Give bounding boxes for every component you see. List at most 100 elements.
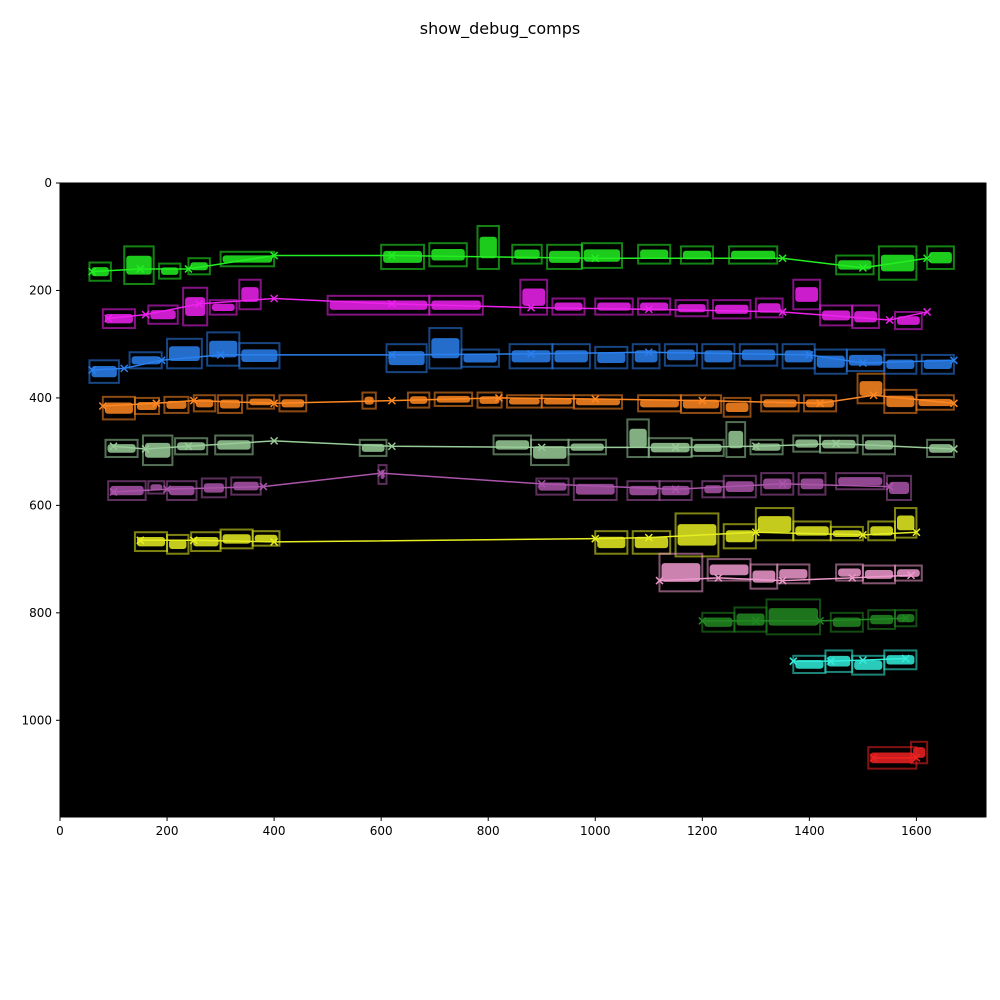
vertex-marker	[136, 536, 145, 545]
x-tick-label: 1400	[794, 824, 825, 838]
component-blob	[597, 352, 626, 363]
component-box	[701, 343, 736, 370]
component-box	[765, 598, 822, 636]
text-line-11	[867, 740, 929, 770]
component-blob	[661, 485, 690, 496]
component-blob	[554, 302, 583, 311]
vertex-marker	[189, 396, 198, 405]
component-blob	[533, 446, 567, 459]
component-box	[174, 437, 209, 456]
component-blob	[554, 350, 588, 363]
component-blob	[795, 660, 824, 669]
component-box	[637, 243, 672, 265]
text-line-4	[98, 372, 958, 421]
component-blob	[126, 255, 152, 275]
component-blob	[508, 398, 540, 405]
component-blob	[736, 613, 765, 626]
component-box	[428, 242, 468, 268]
component-blob	[634, 536, 669, 549]
component-blob	[929, 252, 952, 264]
vertex-marker	[826, 657, 835, 666]
component-box	[792, 278, 822, 311]
x-tick-label: 1000	[580, 824, 611, 838]
component-box	[754, 297, 784, 319]
vertex-marker	[655, 576, 664, 585]
vertex-marker	[816, 616, 825, 625]
vertex-marker	[778, 576, 787, 585]
line-path	[113, 472, 890, 493]
line-path	[108, 297, 928, 321]
vertex-marker	[377, 469, 386, 478]
component-blob	[725, 402, 749, 413]
y-tick-label: 400	[29, 391, 52, 405]
component-box	[428, 327, 463, 370]
component-blob	[431, 248, 465, 261]
component-blob	[682, 250, 712, 260]
vertex-marker	[869, 391, 878, 400]
component-blob	[728, 430, 744, 449]
component-blob	[511, 350, 551, 363]
vertex-marker	[885, 482, 894, 491]
component-box	[674, 512, 720, 558]
component-blob	[543, 398, 572, 405]
vertex-marker	[778, 307, 787, 316]
component-blob	[741, 349, 776, 361]
component-blob	[640, 249, 669, 259]
component-box	[101, 308, 136, 330]
vertex-marker	[270, 436, 279, 445]
vertex-marker	[698, 616, 707, 625]
component-blob	[888, 481, 910, 494]
component-blob	[463, 353, 497, 363]
axes-layer: 0 200 400 600 800 1000 1200 1400 1600 0 200 400 600 8…	[21, 176, 931, 838]
vertex-marker	[805, 350, 814, 359]
x-tick-label: 800	[477, 824, 500, 838]
component-box	[594, 530, 629, 555]
line-path	[702, 617, 906, 622]
component-blob	[784, 350, 813, 363]
component-box	[572, 394, 624, 410]
vertex-marker	[671, 443, 680, 452]
component-blob	[693, 443, 722, 452]
component-blob	[757, 516, 792, 533]
component-blob	[136, 536, 166, 547]
line-path	[793, 657, 906, 662]
vertex-marker	[698, 396, 707, 405]
component-blob	[715, 304, 749, 314]
vertex-marker	[912, 753, 921, 762]
vertex-marker	[157, 356, 166, 365]
line-path	[140, 531, 917, 543]
vertex-marker	[494, 393, 503, 402]
vertex-marker	[751, 528, 760, 537]
component-box	[690, 438, 725, 457]
component-blob	[495, 440, 530, 450]
component-box	[658, 552, 704, 593]
component-box	[192, 394, 217, 413]
component-blob	[431, 338, 460, 359]
component-blob	[640, 399, 679, 408]
component-box	[894, 564, 923, 582]
component-blob	[682, 399, 720, 409]
vertex-marker	[88, 365, 97, 375]
component-box	[123, 245, 155, 286]
vertex-marker	[858, 358, 867, 368]
component-blob	[241, 349, 278, 363]
plot-area	[60, 183, 986, 817]
component-box	[725, 421, 747, 459]
text-line-6	[107, 464, 913, 502]
component-box	[377, 464, 388, 485]
axes-frame	[59, 182, 987, 818]
component-box	[829, 611, 864, 633]
vertex-marker	[141, 444, 150, 453]
component-blob	[634, 350, 658, 363]
component-box	[594, 345, 629, 370]
component-box	[894, 310, 923, 331]
vertex-marker	[644, 533, 653, 542]
vertex-marker	[152, 399, 161, 408]
vertex-marker	[644, 305, 653, 314]
component-box	[885, 474, 913, 501]
component-blob	[222, 534, 251, 544]
text-line-5	[104, 418, 958, 467]
vertex-marker	[591, 254, 600, 263]
vertex-marker	[885, 315, 894, 325]
x-tick-label: 0	[56, 824, 64, 838]
